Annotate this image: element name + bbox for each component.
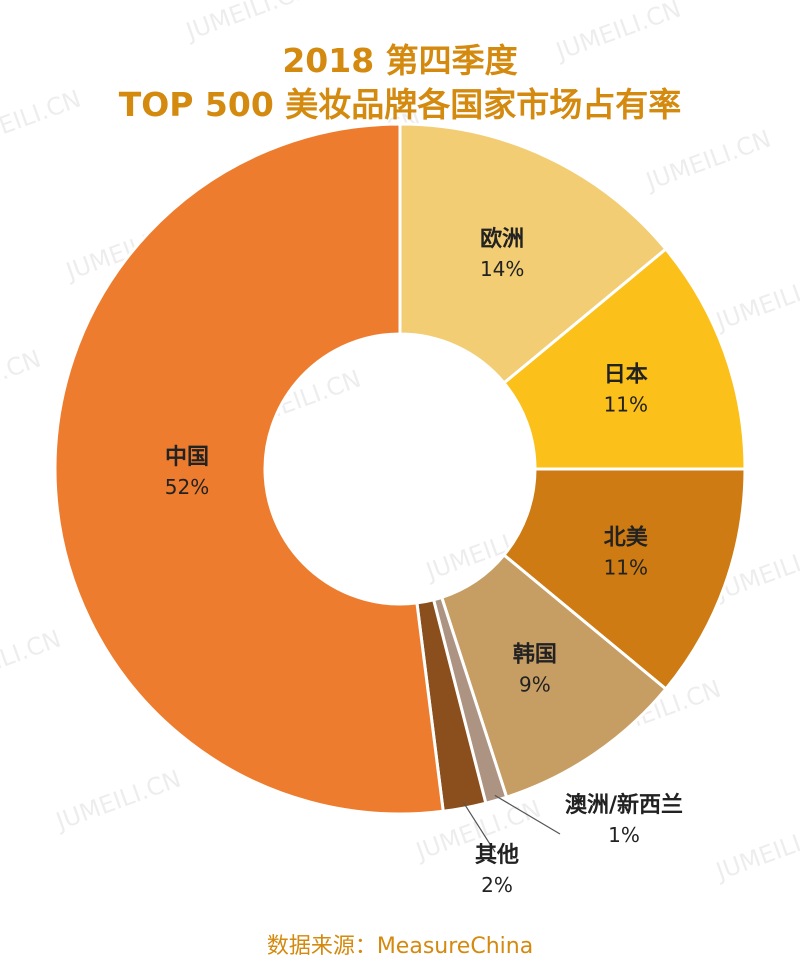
slice-2 — [501, 467, 747, 692]
leader-lines-layer — [463, 794, 561, 853]
watermark-text: JUMEILI.CN — [0, 625, 65, 697]
chart-title-line-2: TOP 500 美妆品牌各国家市场占有率 — [118, 85, 682, 124]
slice-value-1: 11% — [604, 393, 648, 417]
slice-3 — [439, 552, 668, 800]
slice-value-2: 11% — [604, 555, 648, 579]
slice-6 — [53, 122, 445, 816]
data-source: 数据来源：MeasureChina — [266, 934, 534, 959]
slice-label-0: 欧洲 — [480, 226, 524, 252]
slice-label-3: 韩国 — [513, 641, 557, 667]
slice-value-0: 14% — [480, 257, 524, 281]
watermark-text: JUMEILI.CN — [0, 345, 45, 417]
slice-label-1: 日本 — [604, 363, 648, 388]
slice-value-6: 52% — [165, 475, 209, 499]
slice-label-6: 中国 — [165, 445, 209, 470]
leader-line-5 — [463, 802, 496, 853]
labels-layer: 欧洲 14% 日本 11% 北美 11% 韩国 9% 澳洲/新西兰 1% 其他 2% 中国 52% — [165, 226, 683, 897]
chart-title-line-1: 2018 第四季度 — [282, 41, 518, 80]
watermark-text: JUMEILI.CN — [711, 265, 800, 337]
slice-1 — [501, 246, 747, 471]
slice-label-5: 其他 — [475, 843, 519, 868]
slice-value-3: 9% — [519, 672, 551, 696]
slice-label-2: 北美 — [604, 524, 649, 550]
slices-layer — [53, 122, 747, 816]
slice-label-4: 澳洲/新西兰 — [565, 792, 683, 818]
watermark-text: JUMEILI.CN — [641, 125, 775, 197]
slice-value-5: 2% — [481, 873, 513, 897]
watermark-text: JUMEILI.CN — [51, 765, 185, 837]
slice-value-4: 1% — [608, 823, 640, 847]
watermark-text: JUMEILI.CN — [711, 815, 800, 887]
slice-0 — [398, 122, 668, 386]
leader-line-4 — [494, 794, 561, 835]
